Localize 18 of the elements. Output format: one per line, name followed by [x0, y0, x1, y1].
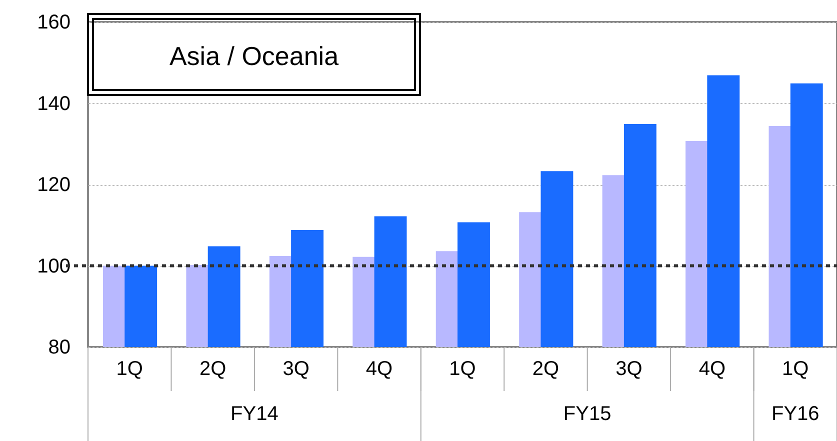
y-tick-label: 140: [37, 92, 70, 115]
text: Asia / Oceania: [169, 41, 340, 71]
text: FY15: [563, 403, 612, 425]
x-tick-label: 4Q: [366, 358, 393, 380]
x-tick-label: 1Q: [449, 358, 476, 380]
x-tick-label: 2Q: [199, 358, 226, 380]
x-tick-label: 3Q: [282, 358, 310, 380]
text: FY16: [771, 403, 820, 425]
y-tick-label: 120: [37, 174, 70, 196]
x-tick-label: 3Q: [616, 358, 642, 380]
y-tick-label: 160: [37, 12, 70, 34]
x-tick-label: 1Q: [116, 358, 143, 380]
y-tick-label: 80: [48, 336, 70, 358]
y-tick-label: 100: [37, 255, 70, 278]
x-tick-label: 4Q: [698, 358, 726, 380]
x-tick-label: 1Q: [782, 358, 809, 380]
x-tick-label: 2Q: [532, 358, 560, 380]
text: FY14: [230, 403, 278, 425]
